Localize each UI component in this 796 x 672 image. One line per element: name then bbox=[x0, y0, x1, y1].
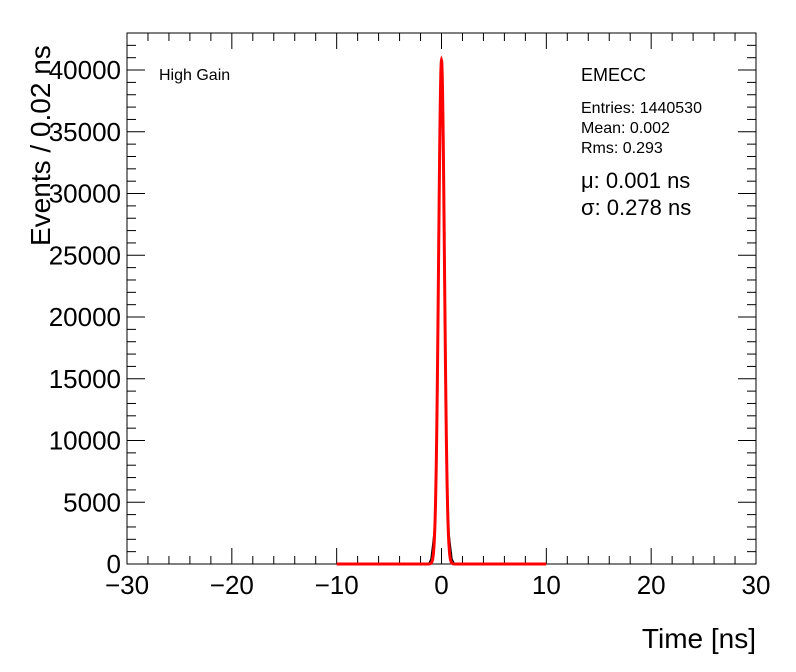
region-label: EMECC bbox=[581, 65, 646, 85]
mu-label: μ: 0.001 ns bbox=[581, 168, 690, 193]
gain-label: High Gain bbox=[159, 67, 230, 84]
y-tick-label: 20000 bbox=[49, 302, 121, 332]
y-tick-label: 40000 bbox=[49, 55, 121, 85]
sigma-label: σ: 0.278 ns bbox=[581, 195, 691, 220]
x-tick-label: 0 bbox=[434, 570, 448, 600]
mean-label: Mean: 0.002 bbox=[581, 120, 670, 137]
x-tick-label: −20 bbox=[210, 570, 254, 600]
y-tick-label: 0 bbox=[107, 549, 121, 579]
series-layer bbox=[336, 55, 547, 566]
y-tick-label: 10000 bbox=[49, 426, 121, 456]
y-tick-label: 5000 bbox=[63, 487, 121, 517]
y-axis-title: Events / 0.02 ns bbox=[25, 45, 56, 246]
histogram-series bbox=[428, 57, 455, 564]
x-tick-labels: −30 −20 −10 0 10 20 30 bbox=[105, 570, 771, 600]
fit-curve bbox=[336, 55, 547, 566]
x-tick-label: −30 bbox=[105, 570, 149, 600]
x-tick-label: 10 bbox=[532, 570, 561, 600]
rms-label: Rms: 0.293 bbox=[581, 140, 663, 157]
axis-ticks bbox=[126, 32, 757, 565]
y-tick-label: 30000 bbox=[49, 179, 121, 209]
x-tick-label: −10 bbox=[315, 570, 359, 600]
y-tick-labels: 0 5000 10000 15000 20000 25000 30000 35000 40000 bbox=[49, 55, 121, 579]
y-tick-label: 35000 bbox=[49, 117, 121, 147]
y-tick-label: 25000 bbox=[49, 240, 121, 270]
x-tick-label: 20 bbox=[637, 570, 666, 600]
x-tick-label: 30 bbox=[742, 570, 771, 600]
x-axis-title: Time [ns] bbox=[642, 623, 756, 654]
entries-label: Entries: 1440530 bbox=[581, 100, 702, 117]
y-tick-label: 15000 bbox=[49, 364, 121, 394]
